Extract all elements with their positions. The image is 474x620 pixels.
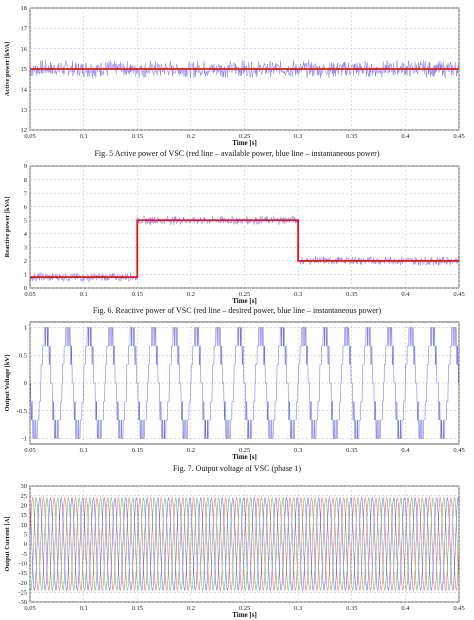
y-tick-label: -25 <box>18 590 27 597</box>
x-tick-label: 0.4 <box>401 291 410 298</box>
x-tick-label: 0.3 <box>294 291 302 298</box>
x-tick-label: 0.4 <box>401 447 410 454</box>
y-tick-label: -5 <box>22 551 27 558</box>
chart-2: 0.05 0.1 0.15 0.2 0.25 0.3 0.35 0.4 0.45 0 1 2 3 4 5 6 7… <box>4 163 465 305</box>
x-tick-label: 0.15 <box>132 133 143 140</box>
x-tick-label: 0.45 <box>453 447 464 454</box>
x-tick-label: 0.45 <box>453 291 464 298</box>
series-group <box>30 215 459 282</box>
chart-3: 0.05 0.1 0.15 0.2 0.25 0.3 0.35 0.4 0.45 -1 -0.5 0 0… <box>4 321 465 461</box>
x-tick-label: 0.3 <box>294 133 302 140</box>
x-tick-label: 0.15 <box>132 291 143 298</box>
y-axis-label: Active power [kVA] <box>4 42 11 97</box>
x-tick-label: 0.35 <box>346 605 357 612</box>
y-tick-label: 0 <box>24 380 27 387</box>
y-tick-label: 14 <box>21 87 28 94</box>
y-tick-label: 1 <box>24 325 27 332</box>
y-tick-label: 20 <box>21 503 28 510</box>
caption-fig7: Fig. 7. Output voltage of VSC (phase 1) <box>172 464 302 473</box>
y-tick-label: 3 <box>24 245 27 252</box>
x-axis-label: Time [s] <box>232 453 257 461</box>
series-line-voltage <box>30 327 459 439</box>
x-tick-label: 0.45 <box>453 605 464 612</box>
y-tick-label: 8 <box>24 177 27 184</box>
y-tick-label: -1 <box>22 436 27 443</box>
y-tick-label: 17 <box>21 26 28 33</box>
y-axis-label: Output Current [A] <box>4 516 11 571</box>
y-tick-label: 2 <box>24 258 27 265</box>
series-line-phase-2 <box>30 497 459 591</box>
x-tick-label: 0.45 <box>453 133 464 140</box>
x-tick-label: 0.35 <box>346 133 357 140</box>
x-axis-label: Time [s] <box>232 611 257 619</box>
chart-4: 0.05 0.1 0.15 0.2 0.25 0.3 0.35 0.4 0.45 -30 -25 -2… <box>4 483 465 619</box>
series-line-blue <box>30 59 459 79</box>
y-axis-label: Output Voltage [kV] <box>4 355 11 412</box>
x-tick-label: 0.05 <box>24 447 35 454</box>
y-tick-label: 0 <box>24 285 27 292</box>
x-tick-label: 0.25 <box>239 605 250 612</box>
y-tick-label: 15 <box>21 66 28 73</box>
y-tick-label: 5 <box>24 217 27 224</box>
x-tick-label: 0.2 <box>187 133 195 140</box>
caption-fig6: Fig. 6. Reactive power of VSC (red line … <box>92 306 382 315</box>
caption-fig5: Fig. 5 Active power of VSC (red line – a… <box>94 149 380 158</box>
x-tick-label: 0.25 <box>239 133 250 140</box>
x-tick-label: 0.35 <box>346 291 357 298</box>
y-tick-label: -15 <box>18 570 27 577</box>
x-axis-label: Time [s] <box>232 139 257 147</box>
x-tick-label: 0.3 <box>294 605 302 612</box>
x-tick-label: 0.05 <box>24 133 35 140</box>
x-tick-label: 0.25 <box>239 291 250 298</box>
x-tick-label: 0.1 <box>80 447 88 454</box>
x-tick-label: 0.15 <box>132 447 143 454</box>
y-tick-label: 9 <box>24 163 27 170</box>
y-tick-label: -10 <box>18 561 27 568</box>
x-tick-label: 0.1 <box>80 605 88 612</box>
y-tick-label: -0.5 <box>17 408 27 415</box>
y-tick-label: 10 <box>21 522 28 529</box>
series-group <box>30 497 459 591</box>
y-tick-label: 25 <box>21 493 28 500</box>
y-tick-label: 30 <box>21 483 28 490</box>
y-tick-label: 4 <box>24 231 28 238</box>
x-tick-label: 0.4 <box>401 133 410 140</box>
x-tick-label: 0.05 <box>24 605 35 612</box>
x-tick-label: 0.25 <box>239 447 250 454</box>
x-tick-label: 0.2 <box>187 291 195 298</box>
chart-1: 0.05 0.1 0.15 0.2 0.25 0.3 0.35 0.4 0.45 12 13 14 15… <box>4 5 465 147</box>
series-group <box>30 327 459 439</box>
x-tick-label: 0.15 <box>132 605 143 612</box>
y-tick-label: 5 <box>24 532 27 539</box>
y-tick-label: 18 <box>21 5 28 12</box>
y-tick-label: 0.5 <box>19 352 27 359</box>
x-tick-label: 0.3 <box>294 447 302 454</box>
y-tick-label: 16 <box>21 46 28 53</box>
x-tick-label: 0.1 <box>80 291 88 298</box>
x-tick-label: 0.2 <box>187 605 195 612</box>
y-tick-label: 13 <box>21 107 28 114</box>
series-line-phase-3 <box>30 497 459 591</box>
x-tick-label: 0.1 <box>80 133 88 140</box>
series-line-red <box>30 219 459 279</box>
x-tick-label: 0.4 <box>401 605 410 612</box>
y-tick-label: 1 <box>24 272 27 279</box>
series-group <box>30 59 459 79</box>
x-tick-label: 0.35 <box>346 447 357 454</box>
y-tick-label: 7 <box>24 190 28 197</box>
y-tick-label: 15 <box>21 512 28 519</box>
y-tick-label: 0 <box>24 541 27 548</box>
y-axis-label: Reactive power [kVA] <box>4 197 11 258</box>
y-tick-label: -30 <box>18 599 27 606</box>
series-line-phase-1 <box>30 497 459 591</box>
x-tick-label: 0.2 <box>187 447 195 454</box>
y-tick-label: 6 <box>24 204 28 211</box>
y-tick-label: 12 <box>21 127 28 134</box>
x-axis-label: Time [s] <box>232 297 257 305</box>
y-tick-label: -20 <box>18 580 27 587</box>
x-tick-label: 0.05 <box>24 291 35 298</box>
